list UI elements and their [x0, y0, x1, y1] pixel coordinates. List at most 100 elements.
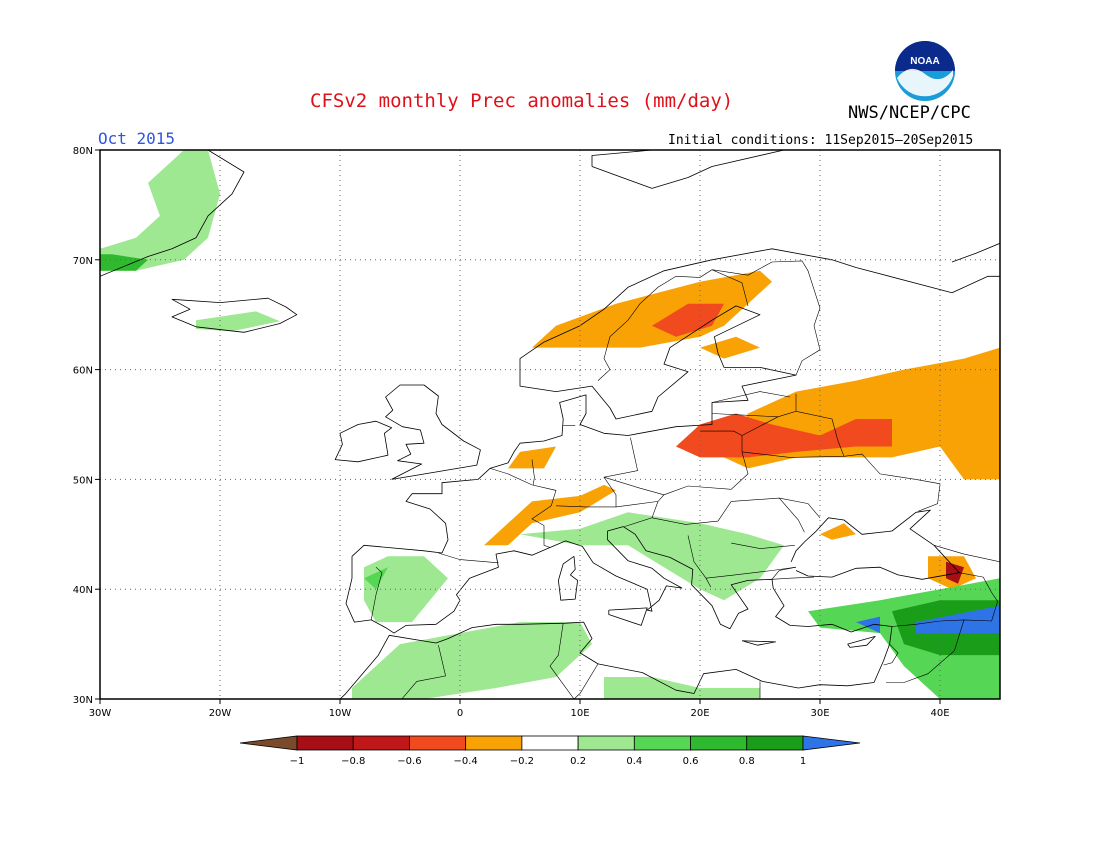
border-7	[615, 430, 749, 508]
legend-bin	[296, 735, 354, 751]
coast-med	[339, 526, 893, 699]
border-19	[779, 497, 821, 518]
gridlines	[100, 150, 1000, 699]
lon-tick-label: 20W	[209, 708, 232, 719]
anomaly-region-western-russia	[724, 347, 1000, 480]
coast-greenland	[100, 150, 245, 277]
lon-tick-label: 30E	[810, 708, 829, 719]
lat-tick-label: 70N	[73, 256, 93, 267]
anomaly-region-ukraine-patch	[820, 523, 856, 540]
coast-caspian	[999, 564, 1000, 565]
border-12	[731, 542, 795, 549]
legend-bin	[409, 735, 467, 751]
legend-label: 0.4	[626, 756, 642, 767]
coast-ireland	[334, 420, 393, 463]
border-4	[531, 459, 535, 485]
anomaly-region-alps-france	[484, 484, 616, 546]
border-5	[555, 437, 638, 508]
legend-label: −0.6	[397, 756, 421, 767]
lon-tick-label: 20E	[690, 708, 709, 719]
forecast-month: Oct 2015	[98, 129, 176, 148]
coast-corsica-sardinia	[558, 555, 578, 601]
border-17	[711, 391, 791, 403]
lat-tick-label: 50N	[73, 475, 93, 486]
border-1	[438, 552, 499, 564]
lon-tick-label: 10E	[570, 708, 589, 719]
border-31	[573, 663, 599, 699]
legend-label: 0.2	[570, 756, 586, 767]
border-33	[401, 645, 446, 699]
lat-tick-label: 40N	[73, 585, 93, 596]
legend-bin	[802, 735, 861, 751]
anomaly-region-caucasus-core	[946, 561, 964, 584]
anomaly-region-iceland	[196, 311, 280, 332]
anomaly-region-central-europe-balkans	[520, 512, 784, 601]
color-legend: −1 −0.8 −0.6 −0.4 −0.2 0.2 0.4 0.6 0.8 1	[239, 735, 861, 767]
anomaly-region-finland-patch	[700, 336, 760, 359]
lat-tick-label: 30N	[73, 695, 93, 706]
border-15	[741, 393, 797, 436]
coast-cyprus	[847, 636, 876, 648]
coast-sicily	[608, 607, 648, 626]
lat-tick-label: 80N	[73, 146, 93, 157]
lon-tick-label: 0	[457, 708, 463, 719]
border-11	[731, 497, 805, 533]
border-20	[795, 411, 845, 457]
legend-bin	[239, 735, 298, 751]
anomaly-region-norway-sweden	[532, 270, 772, 348]
border-3	[489, 468, 557, 548]
legend-label: 0.8	[739, 756, 755, 767]
lon-tick-label: 30W	[89, 708, 112, 719]
border-14	[705, 566, 797, 579]
coast-black-sea	[790, 509, 960, 580]
legend-bin	[746, 735, 804, 751]
legend-bin	[352, 735, 410, 751]
border-16	[711, 413, 779, 418]
anomaly-region-greenland-south	[100, 254, 148, 271]
border-8	[603, 476, 665, 496]
border-32	[549, 623, 575, 699]
anomaly-region-north-africa	[352, 622, 592, 699]
coast-iceland	[171, 297, 298, 333]
anomaly-region-anatolia-max	[856, 616, 880, 634]
map-frame	[99, 149, 1001, 700]
border-27	[883, 643, 899, 666]
lat-tick-label: 60N	[73, 366, 93, 377]
border-18	[741, 451, 941, 512]
axis-ticks: 30W 20W 10W 0 10E 20E 30E 40E 30N 40N 50N 60N 70N 80N	[73, 146, 950, 719]
border-29	[933, 545, 1000, 563]
legend-bin	[577, 735, 635, 751]
legend-bin	[465, 735, 523, 751]
border-26	[886, 619, 965, 683]
border-23	[771, 566, 797, 580]
country-borders	[370, 260, 1000, 699]
coast-gb	[385, 384, 481, 480]
coast-svalbard	[591, 150, 785, 189]
border-10	[651, 501, 732, 525]
legend-label: 1	[800, 756, 806, 767]
legend-label: −1	[290, 756, 305, 767]
map-title: CFSv2 monthly Prec anomalies (mm/day)	[310, 90, 734, 112]
noaa-logo: NOAA	[895, 41, 955, 101]
coast-crete	[741, 640, 776, 646]
anomaly-region-sweden-core	[652, 303, 724, 337]
legend-label: −0.8	[341, 756, 365, 767]
border-2	[370, 566, 383, 620]
anomaly-region-libya-egypt	[604, 677, 760, 699]
border-21	[711, 260, 821, 376]
lon-tick-label: 10W	[329, 708, 352, 719]
anomaly-region-iran-max	[916, 605, 1000, 634]
legend-bin	[633, 735, 691, 751]
border-24	[771, 576, 815, 580]
border-28	[959, 572, 998, 622]
legend-label: 0.6	[683, 756, 699, 767]
coast-novaya-zemlya	[951, 242, 1000, 263]
legend-bin	[690, 735, 748, 751]
legend-label: −0.4	[454, 756, 478, 767]
anomaly-region-benelux	[508, 446, 556, 469]
anomaly-region-belarus-core	[676, 413, 892, 458]
anomaly-regions	[100, 150, 1000, 699]
legend-bin	[521, 735, 579, 751]
lon-tick-label: 40E	[930, 708, 949, 719]
